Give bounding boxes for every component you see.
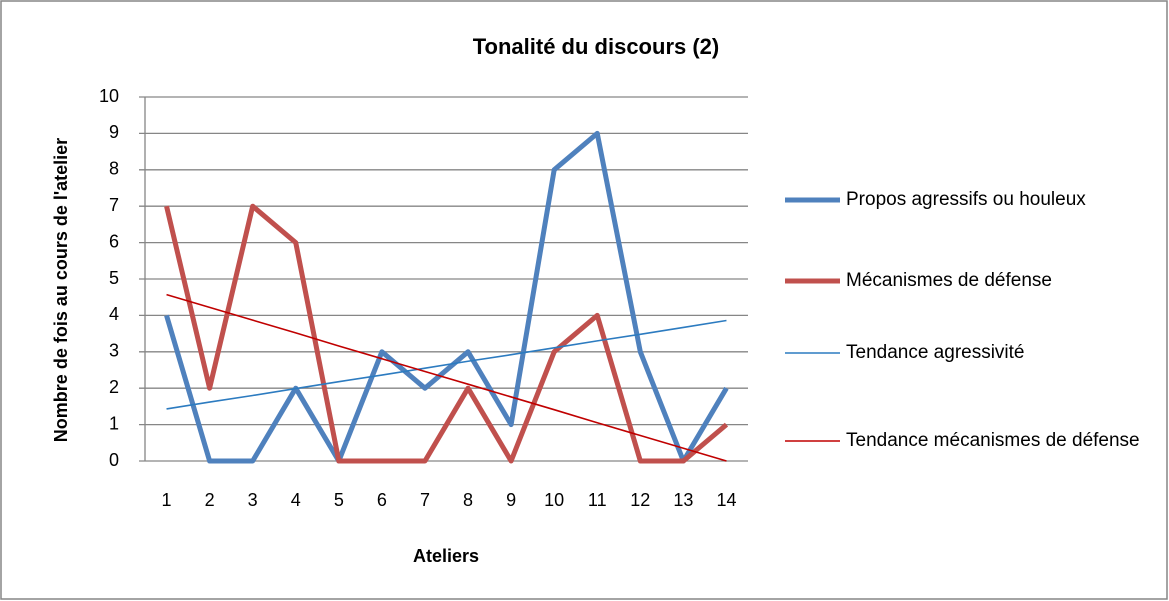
x-tick-label: 3 xyxy=(248,490,258,510)
x-axis-label: Ateliers xyxy=(413,546,479,566)
x-tick-label: 1 xyxy=(162,490,172,510)
legend-label: Propos agressifs ou houleux xyxy=(846,189,1086,210)
series-line xyxy=(166,319,727,410)
x-tick-label: 7 xyxy=(420,490,430,510)
x-tick-label: 4 xyxy=(291,490,301,510)
x-tick-label: 9 xyxy=(506,490,516,510)
legend-label: Tendance agressivité xyxy=(846,342,1025,363)
legend-label: Tendance mécanismes de défense xyxy=(846,430,1140,451)
legend-label: Mécanismes de défense xyxy=(846,270,1052,291)
x-tick-label: 10 xyxy=(544,490,564,510)
x-tick-label: 8 xyxy=(463,490,473,510)
y-tick-label: 4 xyxy=(109,304,119,324)
y-tick-label: 9 xyxy=(109,122,119,142)
y-tick-label: 3 xyxy=(109,341,119,361)
x-tick-label: 12 xyxy=(630,490,650,510)
x-tick-label: 13 xyxy=(673,490,693,510)
series-line xyxy=(164,130,729,464)
series-line xyxy=(164,203,729,464)
y-axis-label: Nombre de fois au cours de l'atelier xyxy=(51,138,71,442)
y-tick-label: 2 xyxy=(109,377,119,397)
y-tick-label: 8 xyxy=(109,159,119,179)
x-tick-label: 6 xyxy=(377,490,387,510)
chart-title: Tonalité du discours (2) xyxy=(473,34,720,59)
y-tick-label: 5 xyxy=(109,268,119,288)
x-tick-label: 14 xyxy=(716,490,736,510)
x-tick-label: 11 xyxy=(588,490,607,510)
x-tick-label: 5 xyxy=(334,490,344,510)
y-tick-label: 1 xyxy=(109,413,119,433)
y-tick-label: 7 xyxy=(109,195,119,215)
y-tick-label: 0 xyxy=(109,450,119,470)
series-line xyxy=(166,293,727,462)
x-tick-label: 2 xyxy=(205,490,215,510)
y-tick-label: 6 xyxy=(109,231,119,251)
y-tick-label: 10 xyxy=(99,86,119,106)
